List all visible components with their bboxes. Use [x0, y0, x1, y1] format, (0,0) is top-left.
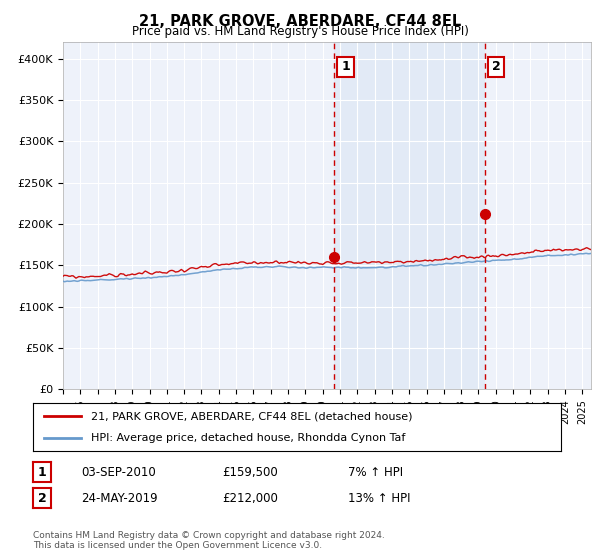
Text: 1: 1 — [341, 60, 350, 73]
Text: Contains HM Land Registry data © Crown copyright and database right 2024.
This d: Contains HM Land Registry data © Crown c… — [33, 530, 385, 550]
Text: 1: 1 — [38, 465, 46, 479]
Text: 2: 2 — [492, 60, 501, 73]
Text: £159,500: £159,500 — [222, 465, 278, 479]
Text: 7% ↑ HPI: 7% ↑ HPI — [348, 465, 403, 479]
Text: Price paid vs. HM Land Registry's House Price Index (HPI): Price paid vs. HM Land Registry's House … — [131, 25, 469, 38]
Bar — [334, 42, 485, 389]
Text: HPI: Average price, detached house, Rhondda Cynon Taf: HPI: Average price, detached house, Rhon… — [91, 433, 406, 443]
Text: 21, PARK GROVE, ABERDARE, CF44 8EL (detached house): 21, PARK GROVE, ABERDARE, CF44 8EL (deta… — [91, 411, 413, 421]
Text: 24-MAY-2019: 24-MAY-2019 — [81, 492, 158, 505]
Text: 13% ↑ HPI: 13% ↑ HPI — [348, 492, 410, 505]
Text: 21, PARK GROVE, ABERDARE, CF44 8EL: 21, PARK GROVE, ABERDARE, CF44 8EL — [139, 14, 461, 29]
Text: 03-SEP-2010: 03-SEP-2010 — [81, 465, 156, 479]
Text: £212,000: £212,000 — [222, 492, 278, 505]
Text: 2: 2 — [38, 492, 46, 505]
